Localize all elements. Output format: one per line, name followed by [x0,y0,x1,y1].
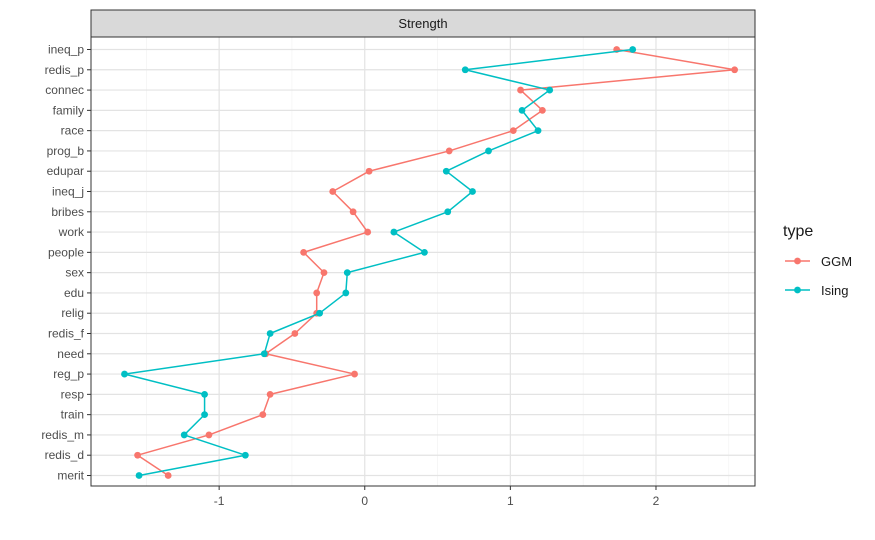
y-tick-label: redis_m [41,428,84,442]
legend-items: GGM Ising [785,254,852,298]
y-tick-label: redis_f [48,327,85,341]
series-line-ising [123,48,633,477]
data-point-ising [629,46,637,53]
data-point-ggm [320,269,328,277]
y-tick-label: work [58,225,85,239]
x-axis: -1 0 1 2 [214,486,660,508]
legend-label-ising: Ising [821,283,848,298]
data-point-ising [461,66,469,74]
data-point-ising [121,370,128,378]
legend-title: type [783,223,813,240]
data-point-ggm [351,370,358,378]
data-point-ggm [517,86,524,94]
series-group [121,46,739,479]
y-tick-label: connec [45,83,84,97]
y-tick-label: reg_p [53,367,84,381]
y-tick-label: resp [61,387,85,401]
data-point-ising [135,472,143,479]
data-point-ising [266,330,274,337]
y-tick-label: ineq_j [52,185,84,199]
y-tick-label: race [61,124,85,138]
data-point-ggm [509,127,517,135]
data-point-ggm [291,330,299,337]
x-tick-label: -1 [214,494,225,508]
panel-background [91,37,755,486]
y-tick-label: need [57,347,84,361]
y-tick-label: redis_d [45,448,84,462]
panel-border [90,36,756,487]
y-tick-label: prog_b [47,144,85,158]
data-point-ising [442,167,450,175]
data-point-ggm [539,106,546,114]
data-point-ggm [329,188,337,195]
data-point-ggm [313,289,321,297]
data-point-ggm [205,431,213,439]
data-point-ggm [266,390,274,398]
y-tick-label: edu [64,286,84,300]
data-point-ggm [364,228,372,236]
data-point-ising [201,390,208,398]
data-point-ising [342,289,350,297]
facet-title: Strength [398,16,447,31]
data-point-ising [241,451,249,459]
y-tick-label: people [48,245,84,259]
data-point-ggm [445,147,453,155]
y-tick-label: bribes [51,205,84,219]
data-point-ising [260,350,268,358]
data-point-ising [534,127,542,135]
data-point-ggm [300,248,307,256]
strip-background [90,9,756,38]
data-point-ising [444,208,452,216]
data-point-ising [546,86,554,94]
data-point-ising [316,309,324,317]
data-point-ising [518,106,526,114]
legend-label-ggm: GGM [821,254,852,269]
y-tick-label: train [61,408,84,422]
data-point-ising [421,248,428,256]
legend-key-point-ising [794,286,801,294]
data-point-ggm [259,411,267,419]
legend-key-point-ggm [794,257,801,265]
grid [91,37,755,486]
data-point-ggm [134,451,141,459]
data-point-ggm [365,167,373,175]
y-tick-label: edupar [47,164,84,178]
data-point-ggm [164,472,172,479]
data-point-ising [390,228,398,236]
data-point-ising [485,147,492,155]
y-tick-label: ineq_p [48,43,84,57]
y-tick-label: sex [65,266,84,280]
series-line-ggm [136,48,736,477]
data-point-ising [201,411,208,419]
y-tick-label: merit [57,469,84,483]
data-point-ising [180,431,188,439]
data-point-ggm [349,208,357,216]
y-tick-label: relig [61,306,84,320]
x-tick-label: 2 [653,494,660,508]
legend: type GGM Ising [783,223,852,298]
y-tick-label: redis_p [45,63,85,77]
data-point-ggm [731,66,739,74]
data-point-ising [469,188,476,195]
x-tick-label: 1 [507,494,514,508]
y-tick-label: family [53,103,84,117]
x-tick-label: 0 [361,494,368,508]
data-point-ising [343,269,351,277]
